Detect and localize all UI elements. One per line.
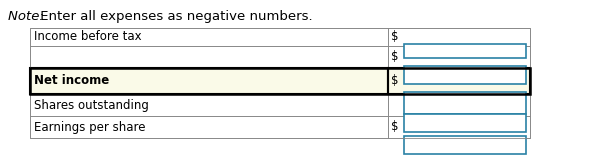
Bar (404, 92, 526, 114)
Text: Net income: Net income (34, 75, 109, 88)
Bar (388, 46, 530, 68)
Bar (30, 68, 530, 94)
Bar (30, 28, 530, 138)
Bar (30, 46, 530, 68)
Bar (388, 28, 530, 46)
Text: $: $ (391, 51, 398, 63)
Bar (30, 116, 388, 138)
Text: $: $ (391, 75, 398, 88)
Bar (404, 136, 526, 154)
Bar (404, 44, 526, 58)
Text: Enter all expenses as negative numbers.: Enter all expenses as negative numbers. (36, 10, 312, 23)
Bar (30, 94, 388, 116)
Text: $: $ (391, 31, 398, 44)
Bar (30, 28, 530, 46)
Bar (388, 68, 530, 94)
Bar (30, 68, 388, 94)
Bar (30, 46, 388, 68)
Text: $: $ (391, 120, 398, 134)
Bar (30, 116, 530, 138)
Text: Income before tax: Income before tax (34, 31, 142, 44)
Bar (388, 94, 530, 116)
Text: Earnings per share: Earnings per share (34, 120, 146, 134)
Bar (388, 116, 530, 138)
Bar (30, 68, 530, 94)
Bar (404, 66, 526, 84)
Text: Note:: Note: (8, 10, 48, 23)
Bar (404, 114, 526, 132)
Bar (30, 94, 530, 116)
Bar (30, 28, 388, 46)
Text: Shares outstanding: Shares outstanding (34, 98, 149, 112)
